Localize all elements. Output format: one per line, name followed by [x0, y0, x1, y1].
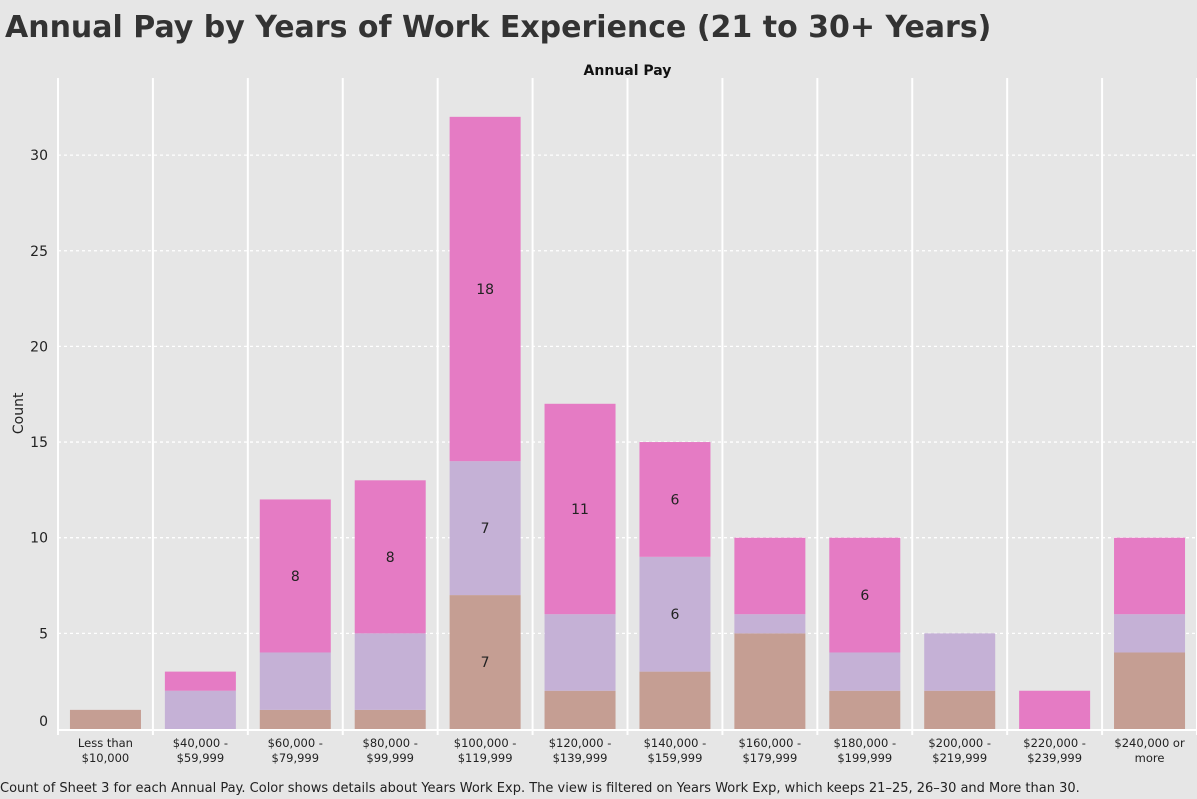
bar-segment [639, 442, 711, 557]
x-tick-label: more [1135, 751, 1165, 765]
x-tick-label: $139,999 [553, 751, 608, 765]
bar-segment [544, 690, 616, 729]
x-tick-label: $79,999 [272, 751, 320, 765]
y-tick-label: 5 [39, 626, 48, 642]
bar-segment [1114, 537, 1186, 615]
data-label: 7 [481, 655, 490, 671]
y-tick-label: 10 [30, 531, 48, 547]
bar-segment [1019, 690, 1091, 729]
x-tick-label: $60,000 - [268, 736, 323, 750]
x-tick-label: $160,000 - [739, 736, 802, 750]
grid-layer [57, 78, 1197, 735]
y-axis-label: Count [11, 392, 27, 434]
bars-layer [69, 116, 1186, 729]
data-label: 18 [476, 282, 494, 298]
bar-segment [164, 690, 236, 729]
x-tick-label: $159,999 [648, 751, 703, 765]
bar-segment [829, 537, 901, 653]
bar-segment [449, 461, 521, 596]
data-label: 8 [291, 569, 300, 585]
x-tick-label: $100,000 - [454, 736, 517, 750]
bar-segment [449, 595, 521, 729]
bar-segment [924, 633, 996, 691]
x-tick-label: $199,999 [837, 751, 892, 765]
x-tick-label: $80,000 - [363, 736, 418, 750]
bar-segment [639, 671, 711, 729]
x-tick-label: $40,000 - [173, 736, 228, 750]
bar-segment [734, 633, 806, 729]
bar-segment [259, 652, 331, 710]
data-label: 8 [386, 550, 395, 566]
y-tick-label: 30 [30, 148, 48, 164]
y-tick-label: 25 [30, 244, 48, 260]
bar-chart: 8 8 7 7 18 11 6 6 6 Annual Pay 0 5 10 15 20 25 30 Count L… [11, 63, 1197, 765]
bar-segment [69, 709, 141, 729]
x-tick-label: $200,000 - [928, 736, 991, 750]
data-label: 6 [670, 492, 679, 508]
bar-segment [544, 403, 616, 615]
data-label: 7 [481, 521, 490, 537]
y-tick-label: 20 [30, 339, 48, 355]
bar-segment [164, 671, 236, 691]
x-tick-label: $10,000 [82, 751, 130, 765]
bar-segment [259, 709, 331, 729]
bar-segment [1114, 652, 1186, 729]
bar-segment [354, 709, 426, 729]
labels-layer: 8 8 7 7 18 11 6 6 6 [291, 282, 870, 671]
x-tick-label: $179,999 [742, 751, 797, 765]
bar-segment [924, 690, 996, 729]
column-header: Annual Pay [584, 63, 672, 79]
x-tick-label: $239,999 [1027, 751, 1082, 765]
bar-segment [1114, 614, 1186, 653]
data-label: 6 [670, 607, 679, 623]
x-tick-label: Less than [78, 736, 133, 750]
bar-segment [734, 537, 806, 615]
x-tick-label: $180,000 - [833, 736, 896, 750]
chart-title: Annual Pay by Years of Work Experience (… [5, 10, 992, 45]
bar-segment [734, 614, 806, 634]
x-tick-label: $119,999 [458, 751, 513, 765]
bar-segment [639, 556, 711, 672]
bar-segment [544, 614, 616, 691]
bar-segment [449, 116, 521, 462]
bar-segment [829, 652, 901, 691]
data-label: 6 [860, 588, 869, 604]
data-label: 11 [571, 502, 589, 518]
axis-layer: Annual Pay 0 5 10 15 20 25 30 Count Less than$10,… [11, 63, 1185, 765]
bar-segment [259, 499, 331, 653]
bar-segment [354, 633, 426, 710]
x-tick-label: $99,999 [366, 751, 414, 765]
bar-segment [829, 690, 901, 729]
x-tick-label: $219,999 [932, 751, 987, 765]
y-tick-label: 15 [30, 435, 48, 451]
x-tick-label: $140,000 - [644, 736, 707, 750]
x-tick-label: $59,999 [177, 751, 225, 765]
y-tick-label: 0 [39, 714, 48, 730]
x-tick-label: $240,000 or [1114, 736, 1185, 750]
x-tick-label: $220,000 - [1023, 736, 1086, 750]
bar-segment [354, 480, 426, 634]
x-tick-label: $120,000 - [549, 736, 612, 750]
chart-caption: Count of Sheet 3 for each Annual Pay. Co… [0, 781, 1080, 796]
